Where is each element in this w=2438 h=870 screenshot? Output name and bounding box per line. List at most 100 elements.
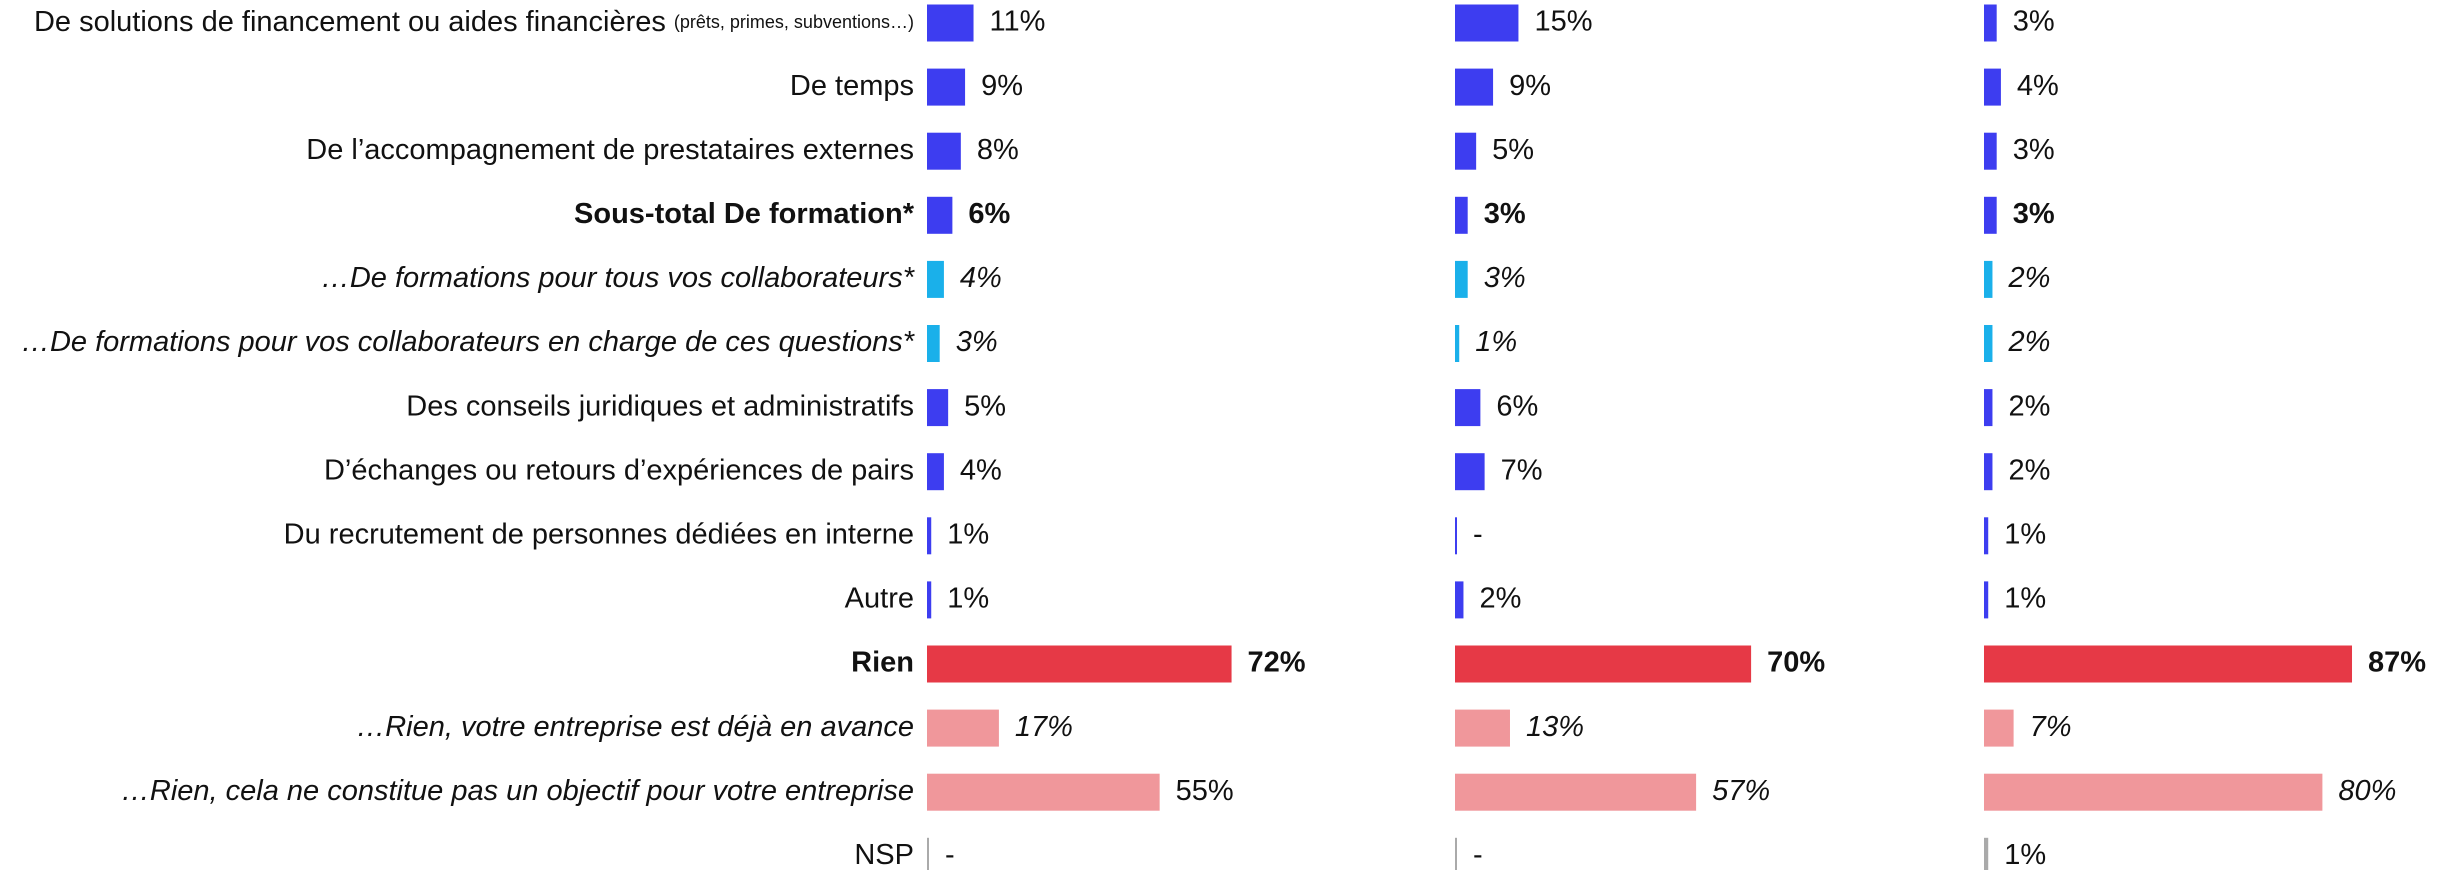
bar [1984, 453, 1993, 491]
value-label: 1% [947, 518, 989, 550]
bar [1455, 517, 1457, 555]
value-label: 1% [2004, 839, 2046, 870]
value-label: 5% [964, 390, 1006, 422]
bar [1984, 773, 2323, 811]
value-label: 13% [1526, 711, 1584, 743]
bar [927, 645, 1232, 683]
bar [927, 389, 949, 427]
bar [1984, 517, 1989, 555]
value-label: 4% [2017, 70, 2059, 102]
category-label: Sous-total De formation* [574, 198, 915, 230]
category-label: Des conseils juridiques et administratif… [406, 390, 914, 422]
bar [927, 260, 944, 298]
value-label: 4% [960, 454, 1002, 486]
category-label: …Rien, votre entreprise est déjà en avan… [356, 711, 914, 743]
value-label: 5% [1492, 134, 1534, 166]
bar [1984, 581, 1989, 619]
value-label: 3% [2013, 198, 2055, 230]
value-label: 87% [2368, 647, 2426, 679]
value-label: 2% [2007, 262, 2050, 294]
value-label: 2% [2007, 326, 2050, 358]
value-label: 55% [1176, 775, 1234, 807]
category-text: De solutions de financement ou aides fin… [34, 6, 666, 38]
value-label: 2% [2008, 390, 2050, 422]
bar [927, 709, 999, 747]
value-label: 1% [2004, 583, 2046, 615]
value-label: 3% [1484, 198, 1526, 230]
bar [1984, 709, 2014, 747]
bar [1455, 837, 1457, 870]
category-label: Autre [845, 583, 914, 615]
value-label: 3% [2013, 134, 2055, 166]
value-label: 80% [2338, 775, 2396, 807]
value-label: 11% [990, 6, 1046, 38]
bar [1984, 325, 1993, 362]
value-label: 70% [1767, 647, 1825, 679]
bar [927, 837, 929, 870]
bar [1455, 325, 1460, 362]
bar [927, 517, 932, 555]
category-label: De l’accompagnement de prestataires exte… [306, 134, 914, 166]
value-label: 6% [968, 198, 1010, 230]
value-label: 6% [1496, 390, 1538, 422]
bar [1455, 4, 1519, 42]
category-label: …Rien, cela ne constitue pas un objectif… [121, 775, 914, 807]
bar [1455, 773, 1697, 811]
value-label: 8% [977, 134, 1019, 166]
bar [1455, 196, 1468, 234]
value-label: - [1473, 839, 1483, 870]
value-label: 7% [1501, 454, 1543, 486]
bar [1455, 453, 1485, 491]
value-label: - [945, 839, 955, 870]
bar [927, 773, 1160, 811]
category-label: De temps [790, 70, 914, 102]
value-label: 1% [2004, 518, 2046, 550]
bar [927, 453, 944, 491]
category-label: D’échanges ou retours d’expériences de p… [324, 454, 914, 486]
value-label: 2% [1479, 583, 1521, 615]
value-label: 1% [1475, 326, 1517, 358]
category-label: NSP [854, 839, 914, 870]
value-label: 9% [1509, 70, 1551, 102]
bar [1984, 260, 1993, 298]
bar [1984, 196, 1997, 234]
bar [1455, 645, 1752, 683]
bar [1455, 260, 1468, 298]
bar [927, 4, 974, 42]
bar [1984, 837, 1989, 870]
value-label: 3% [956, 326, 998, 358]
bar [1984, 132, 1997, 170]
value-label: - [1473, 518, 1483, 550]
value-label: 3% [1484, 262, 1526, 294]
bar [927, 581, 932, 619]
category-label: …De formations pour tous vos collaborate… [321, 262, 916, 294]
bar [1455, 389, 1481, 427]
bar [1455, 581, 1464, 619]
value-label: 57% [1712, 775, 1770, 807]
bar [1984, 4, 1997, 42]
bar [927, 325, 940, 362]
value-label: 2% [2008, 454, 2050, 486]
bar [927, 132, 961, 170]
bar [927, 68, 966, 106]
bar [1984, 68, 2001, 106]
bar [1455, 132, 1477, 170]
category-label: De solutions de financement ou aides fin… [34, 6, 914, 38]
category-label: …De formations pour vos collaborateurs e… [21, 326, 916, 358]
category-note: (prêts, primes, subventions…) [674, 12, 914, 32]
value-label: 7% [2030, 711, 2072, 743]
value-label: 1% [947, 583, 989, 615]
value-label: 17% [1015, 711, 1073, 743]
bar [927, 196, 953, 234]
value-label: 4% [960, 262, 1002, 294]
category-label: Du recrutement de personnes dédiées en i… [284, 518, 914, 550]
value-label: 72% [1248, 647, 1306, 679]
value-label: 15% [1534, 6, 1592, 38]
bar [1984, 389, 1993, 427]
bar [1455, 709, 1510, 747]
value-label: 3% [2013, 6, 2055, 38]
value-label: 9% [981, 70, 1023, 102]
bar [1455, 68, 1494, 106]
category-label: Rien [851, 647, 914, 679]
